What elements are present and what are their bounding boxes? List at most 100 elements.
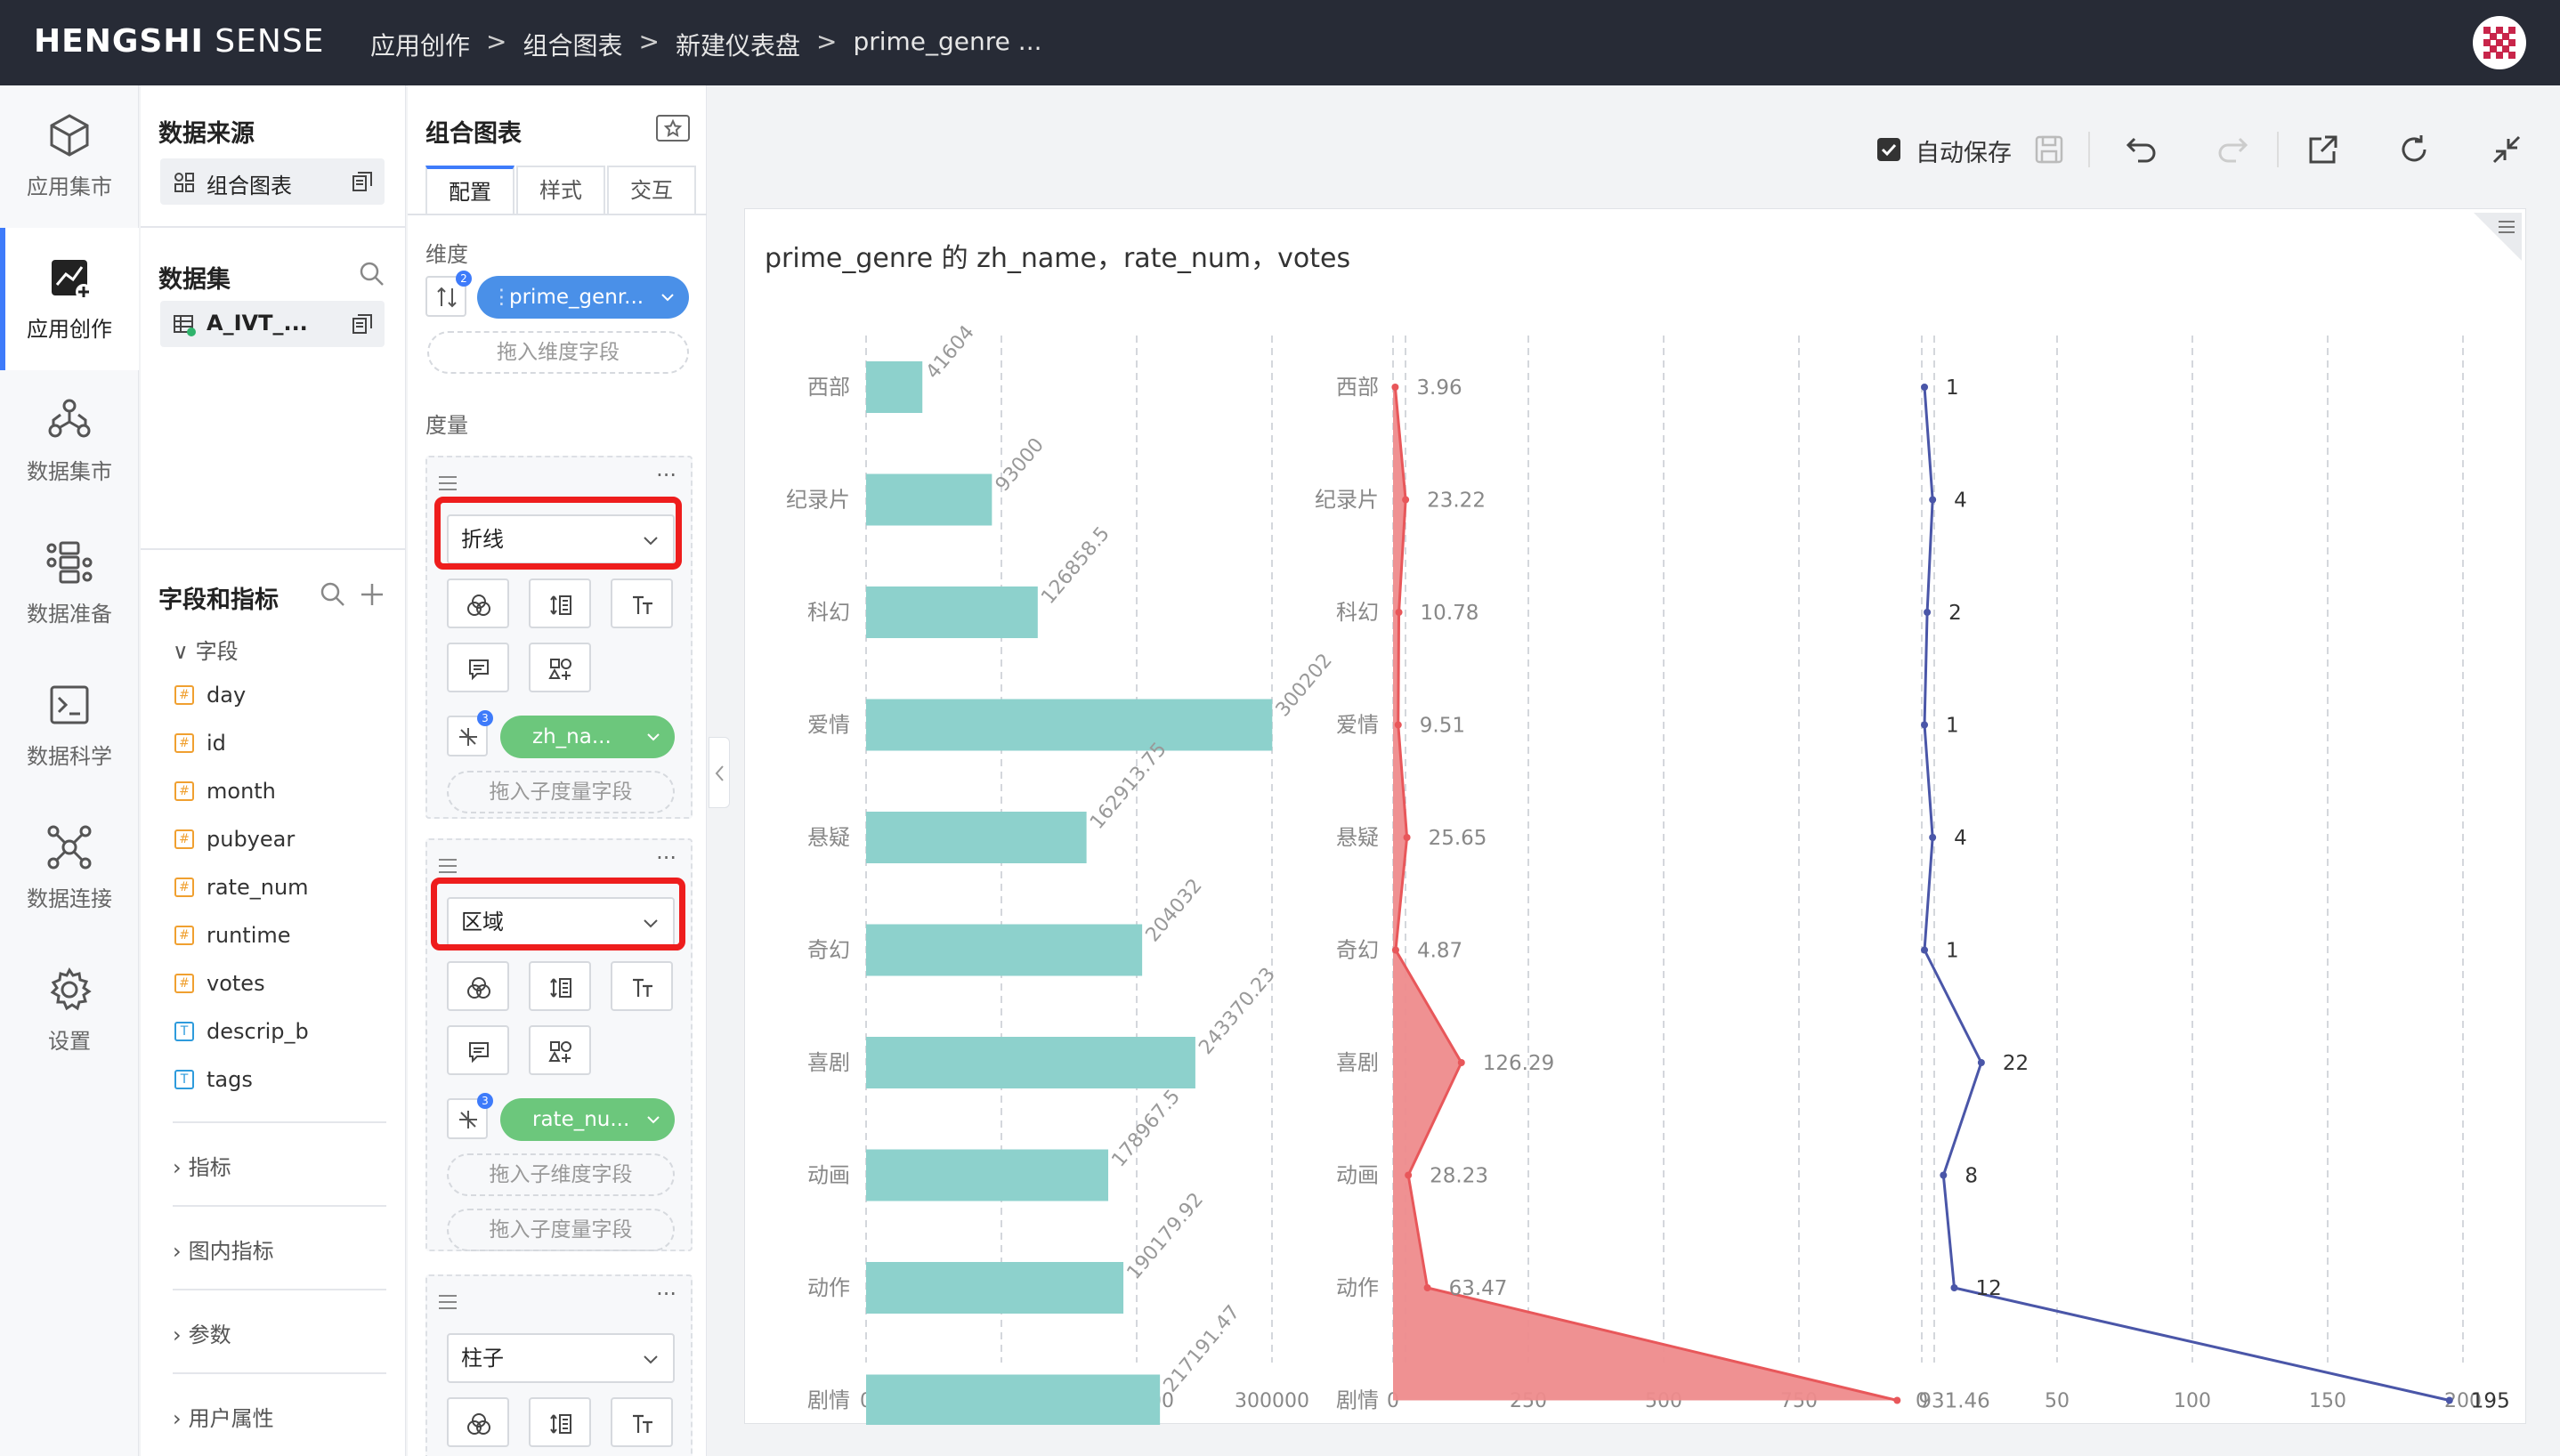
bar (866, 812, 1087, 863)
group-user-attrs[interactable]: › 用户属性 (173, 1406, 274, 1431)
plus-icon[interactable] (358, 580, 386, 609)
y-category-label: 动画 (1336, 1163, 1379, 1188)
drag-menu-icon[interactable] (436, 854, 459, 878)
y-category-label: 西部 (807, 375, 850, 400)
tooltip-button[interactable] (447, 643, 509, 692)
data-source-item[interactable]: 组合图表 (160, 158, 385, 205)
drag-handle-icon[interactable]: ⋮ (491, 286, 512, 309)
sort-button[interactable]: 2 (425, 271, 472, 317)
nav-item-data-prep[interactable]: 数据准备 (0, 513, 139, 655)
comment-icon (469, 1042, 489, 1064)
field-item[interactable]: # month (174, 778, 276, 804)
dataset-item[interactable]: A_IVT_... (160, 301, 385, 347)
more-options-icon[interactable]: ··· (656, 845, 676, 870)
undo-icon[interactable] (2124, 132, 2159, 167)
search-icon[interactable] (319, 580, 347, 609)
color-button[interactable] (447, 961, 509, 1011)
drop-sub-measure-zone[interactable]: 拖入子度量字段 (447, 771, 675, 813)
chevron-down-icon[interactable] (659, 288, 676, 306)
field-item[interactable]: # id (174, 730, 226, 756)
checkbox-checked-icon (1877, 138, 1900, 161)
dimension-pill-prime-genre[interactable]: ⋮ prime_genr... (477, 276, 689, 319)
copy-icon[interactable] (351, 312, 374, 336)
drag-menu-icon[interactable] (436, 1290, 459, 1314)
y-category-label: 剧情 (1336, 1388, 1379, 1413)
line-data-label: 8 (1965, 1165, 1978, 1188)
search-icon[interactable] (358, 260, 386, 288)
divider (173, 1205, 386, 1207)
y-category-label: 动作 (1336, 1275, 1379, 1300)
more-options-icon[interactable]: ··· (656, 1282, 676, 1306)
redo-icon[interactable] (2215, 132, 2250, 167)
nav-item-label: 应用集市 (27, 174, 112, 199)
group-metrics[interactable]: › 指标 (173, 1155, 231, 1180)
shape-button[interactable] (529, 1025, 591, 1075)
drop-sub-dimension-zone[interactable]: 拖入子维度字段 (447, 1153, 675, 1196)
export-icon[interactable] (2305, 132, 2341, 167)
field-item[interactable]: # rate_num (174, 874, 309, 900)
size-button[interactable] (529, 1397, 591, 1447)
field-item[interactable]: # day (174, 682, 246, 708)
refresh-icon[interactable] (2396, 132, 2432, 167)
tab-style[interactable]: 样式 (516, 166, 605, 215)
sort-button[interactable]: 3 (447, 1093, 493, 1139)
x-tick-label: 0 (1916, 1390, 1928, 1412)
color-button[interactable] (447, 578, 509, 628)
tab-interaction[interactable]: 交互 (607, 166, 696, 215)
avatar[interactable] (2473, 16, 2526, 69)
collapse-icon[interactable] (2489, 132, 2524, 167)
measure-pill-rate-num[interactable]: rate_nu... (500, 1098, 675, 1141)
data-panel: 数据来源 组合图表 数据集 A_IVT_... 字段和指标 ∨ 字段 # day #… (141, 85, 406, 1456)
drag-menu-icon[interactable] (436, 472, 459, 495)
save-icon[interactable] (2031, 132, 2067, 167)
label-button[interactable] (611, 578, 673, 628)
nav-item-settings[interactable]: 设置 (0, 940, 139, 1082)
divider (173, 1372, 386, 1374)
nav-item-label: 数据准备 (27, 602, 112, 627)
bar-data-label: 41604 (922, 321, 979, 384)
area-point (1405, 1171, 1413, 1179)
chart-type-select-bar[interactable]: 柱子 (447, 1333, 675, 1383)
measure-card-bar: ··· 柱子 (425, 1274, 693, 1456)
chevron-down-icon[interactable] (644, 1111, 662, 1128)
copy-icon[interactable] (351, 170, 374, 193)
fields-group-toggle[interactable]: ∨ 字段 (173, 639, 239, 664)
drop-sub-measure-zone[interactable]: 拖入子度量字段 (447, 1209, 675, 1251)
breadcrumb-item-combo-chart[interactable]: 组合图表 (523, 31, 623, 61)
size-button[interactable] (529, 578, 591, 628)
label-button[interactable] (611, 1397, 673, 1447)
sort-button[interactable]: 3 (447, 710, 493, 756)
label-button[interactable] (611, 961, 673, 1011)
chart-menu-corner-icon[interactable] (2474, 213, 2522, 261)
nav-item-app-market[interactable]: 应用集市 (0, 85, 139, 228)
breadcrumb-item-dashboard[interactable]: 新建仪表盘 (675, 31, 800, 61)
group-chart-metrics[interactable]: › 图内指标 (173, 1239, 274, 1264)
tooltip-button[interactable] (447, 1025, 509, 1075)
chevron-down-icon[interactable] (644, 728, 662, 746)
collapse-panel-handle[interactable] (709, 737, 730, 808)
field-name: descrip_b (207, 1019, 309, 1044)
field-item[interactable]: # runtime (174, 922, 291, 948)
color-button[interactable] (447, 1397, 509, 1447)
field-item[interactable]: # votes (174, 970, 265, 996)
nav-item-data-connect[interactable]: 数据连接 (0, 797, 139, 940)
star-card-icon[interactable] (655, 114, 691, 142)
drop-dimension-zone[interactable]: 拖入维度字段 (427, 331, 689, 374)
field-name: id (207, 731, 226, 756)
nav-item-app-create[interactable]: 应用创作 (0, 228, 139, 370)
measure-pill-zh-name[interactable]: zh_na... (500, 716, 675, 758)
nav-item-data-science[interactable]: 数据科学 (0, 655, 139, 797)
area-data-label: 25.65 (1429, 827, 1487, 850)
field-item[interactable]: # pubyear (174, 826, 295, 852)
size-button[interactable] (529, 961, 591, 1011)
breadcrumb-item-app-create[interactable]: 应用创作 (370, 31, 471, 61)
nav-item-data-market[interactable]: 数据集市 (0, 370, 139, 513)
shape-button[interactable] (529, 643, 591, 692)
more-options-icon[interactable]: ··· (656, 463, 676, 488)
bar-data-label: 243370.23 (1195, 964, 1280, 1059)
brand-logo[interactable]: HENGSHI SENSE (34, 23, 325, 60)
tab-config[interactable]: 配置 (425, 166, 514, 215)
group-params[interactable]: › 参数 (173, 1323, 231, 1347)
